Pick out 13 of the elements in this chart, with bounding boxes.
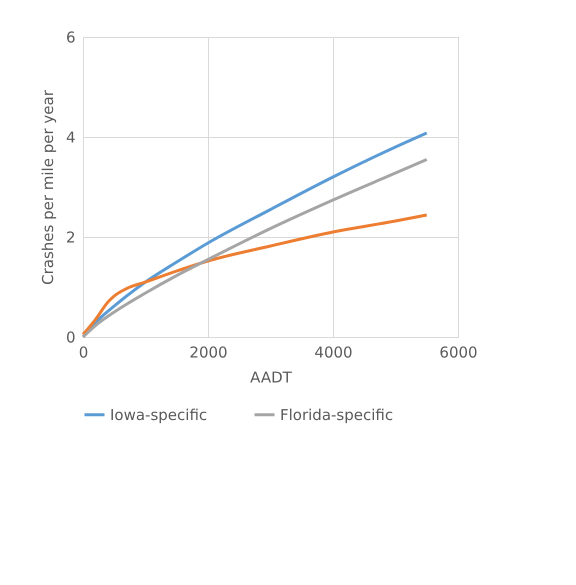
y-tick-label: 2	[66, 228, 76, 246]
x-tick-label: 2000	[189, 344, 228, 362]
y-tick-label: 6	[66, 28, 76, 46]
x-tick-label: 0	[78, 344, 88, 362]
y-axis-title: Crashes per mile per year	[38, 89, 57, 285]
y-tick-label: 0	[66, 328, 76, 346]
x-axis-title: AADT	[250, 368, 293, 386]
x-tick-label: 4000	[314, 344, 353, 362]
y-tick-label: 4	[66, 128, 76, 146]
legend-label: Iowa-specific	[110, 406, 208, 424]
legend-label: Florida-specific	[280, 406, 394, 424]
x-tick-label: 6000	[439, 344, 478, 362]
line-series	[82, 214, 428, 336]
